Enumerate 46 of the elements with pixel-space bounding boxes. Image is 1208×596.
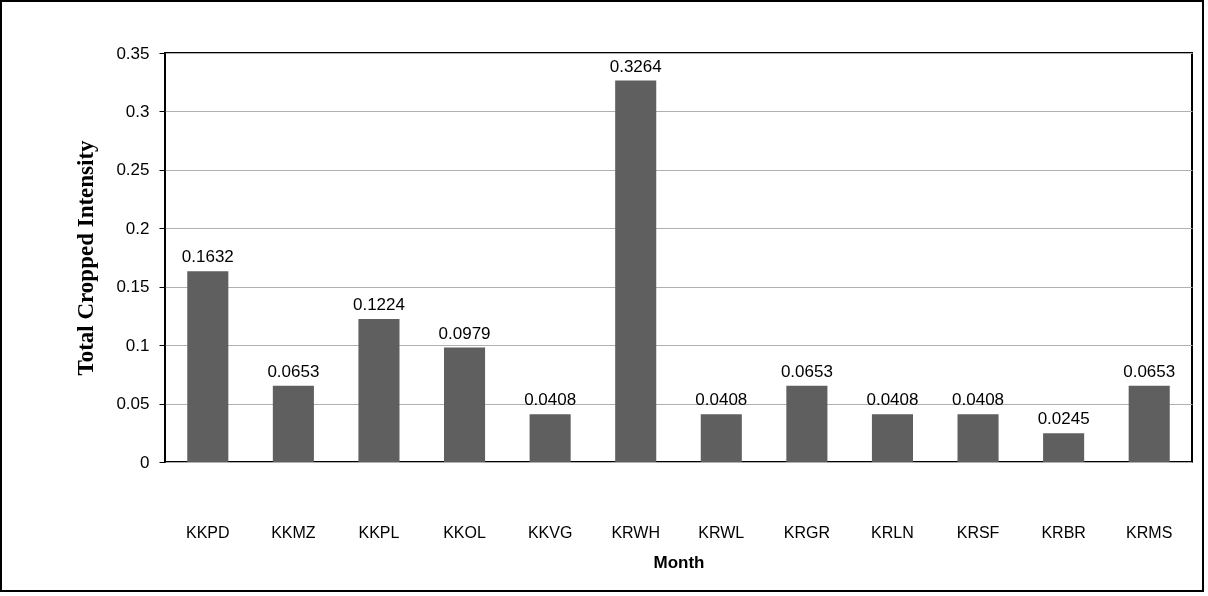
bar bbox=[1128, 385, 1170, 462]
bar bbox=[444, 347, 486, 462]
data-label: 0.0408 bbox=[524, 390, 577, 410]
x-tick-label: KRWL bbox=[698, 523, 745, 541]
x-tick-label: KKMZ bbox=[271, 523, 316, 541]
x-tick-label: KRLN bbox=[871, 523, 914, 541]
x-tick-label: KKPD bbox=[186, 523, 230, 541]
y-tick-label: 0.15 bbox=[116, 277, 150, 297]
y-tick-label: 0.25 bbox=[116, 160, 150, 180]
y-tick-label: 0.05 bbox=[116, 394, 150, 414]
data-label: 0.0408 bbox=[695, 390, 748, 410]
x-tick-label: KRBR bbox=[1041, 523, 1086, 541]
bar bbox=[957, 414, 999, 462]
x-tick-label: KRMS bbox=[1126, 523, 1173, 541]
data-label: 0.0245 bbox=[1037, 409, 1090, 429]
x-axis-title: Month bbox=[653, 552, 705, 572]
x-tick-label: KRSF bbox=[956, 523, 1000, 541]
x-tick-label: KRGR bbox=[783, 523, 830, 541]
data-label: 0.0653 bbox=[267, 361, 320, 381]
x-tick-label: KKOL bbox=[443, 523, 486, 541]
bar bbox=[871, 414, 913, 462]
bar bbox=[529, 414, 571, 462]
data-label: 0.3264 bbox=[609, 56, 662, 76]
y-tick-label: 0.35 bbox=[116, 43, 150, 63]
y-tick-label: 0.1 bbox=[125, 335, 150, 355]
bar bbox=[272, 385, 314, 462]
x-tick-label: KKVG bbox=[527, 523, 573, 541]
y-tick-label: 0 bbox=[140, 452, 150, 472]
x-tick-label: KKPL bbox=[358, 523, 400, 541]
bar bbox=[358, 318, 400, 462]
bar bbox=[615, 80, 657, 462]
data-label: 0.1632 bbox=[181, 247, 234, 267]
bar bbox=[187, 271, 229, 462]
data-label: 0.0408 bbox=[952, 390, 1005, 410]
bar bbox=[700, 414, 742, 462]
y-tick-label: 0.2 bbox=[125, 218, 150, 238]
data-label: 0.0408 bbox=[866, 390, 919, 410]
data-label: 0.0653 bbox=[1123, 361, 1176, 381]
bar bbox=[1043, 433, 1085, 462]
x-tick-label: KRWH bbox=[611, 523, 661, 541]
bar bbox=[786, 385, 828, 462]
y-tick-label: 0.3 bbox=[125, 101, 150, 121]
data-label: 0.0979 bbox=[438, 323, 491, 343]
data-label: 0.1224 bbox=[352, 294, 405, 314]
y-axis-title: Total Cropped Intensity bbox=[73, 139, 99, 376]
data-label: 0.0653 bbox=[780, 361, 833, 381]
